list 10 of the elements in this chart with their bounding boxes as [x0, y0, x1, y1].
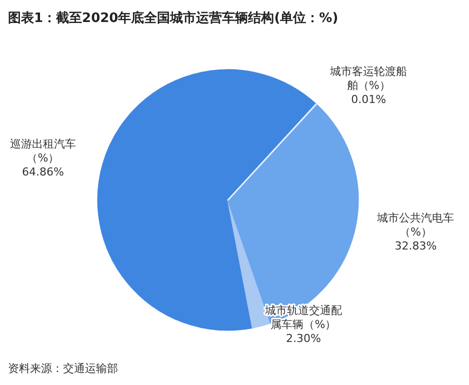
- data-label: 0.01%: [351, 93, 386, 106]
- data-label: 2.30%: [286, 332, 321, 345]
- slice-label: 城市公共汽电车（%）: [376, 212, 454, 239]
- data-label: 32.83%: [394, 240, 437, 253]
- slice-label: 城市客运轮渡船舶（%）: [329, 65, 408, 92]
- chart-title: 图表1：截至2020年底全国城市运营车辆结构(单位：%): [8, 10, 338, 26]
- slice-label: 巡游出租汽车（%）: [10, 137, 76, 164]
- data-label: 64.86%: [22, 165, 64, 178]
- slice-label: 城市轨道交通配属车辆（%）: [264, 304, 342, 331]
- text: 资料来源：交通运输部: [8, 362, 118, 375]
